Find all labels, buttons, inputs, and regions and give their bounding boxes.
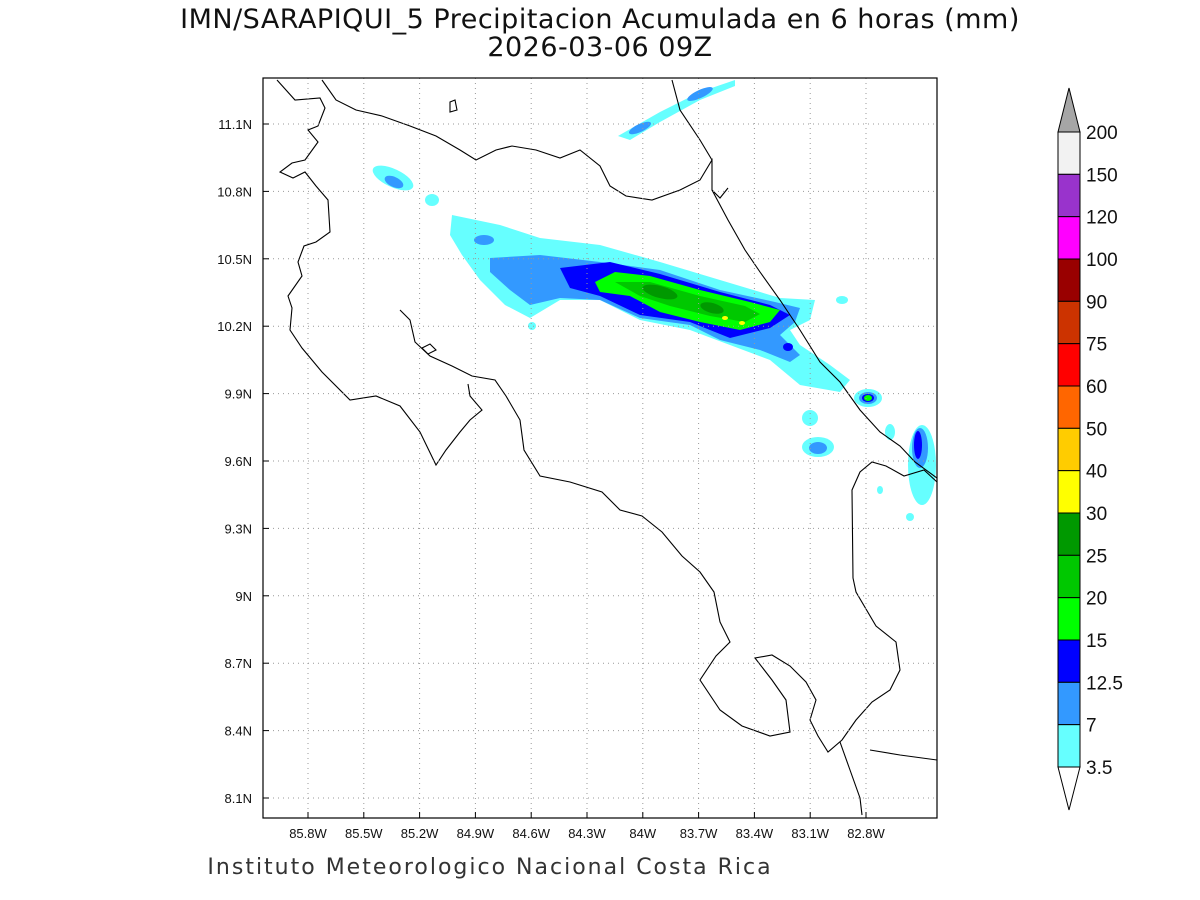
colorbar-label: 75 — [1086, 335, 1107, 356]
lon-tick-label: 83.1W — [791, 826, 829, 841]
colorbar-swatch — [1057, 300, 1081, 345]
colorbar-label: 40 — [1086, 462, 1107, 483]
colorbar-label: 90 — [1086, 292, 1107, 313]
colorbar-label: 200 — [1086, 123, 1118, 144]
colorbar-swatch — [1057, 131, 1081, 175]
precip-field — [276, 79, 937, 816]
colorbar-label: 50 — [1086, 419, 1107, 440]
lon-tick-label: 85.8W — [289, 826, 327, 841]
chart-subtitle: 2026-03-06 09Z — [487, 32, 713, 63]
lon-tick-label: 83.7W — [680, 826, 718, 841]
footer-credit: Instituto Meteorologico Nacional Costa R… — [207, 855, 773, 880]
lat-tick-label: 9.6N — [225, 454, 252, 469]
colorbar-under-triangle — [1057, 766, 1081, 811]
colorbar-label: 3.5 — [1086, 758, 1112, 779]
chart-title: IMN/SARAPIQUI_5 Precipitacion Acumulada … — [180, 4, 1020, 35]
colorbar-over-triangle — [1057, 87, 1081, 133]
colorbar-swatch — [1057, 597, 1081, 641]
lat-tick-label: 9.3N — [225, 521, 252, 536]
colorbar: 200 150 120 100 90 75 60 50 40 30 25 20 15 12.5 7 3.5 — [1057, 87, 1123, 811]
lat-tick-label: 8.4N — [225, 724, 252, 739]
colorbar-swatch — [1057, 258, 1081, 302]
colorbar-label: 60 — [1086, 377, 1107, 398]
colorbar-swatch — [1057, 554, 1081, 599]
colorbar-label: 7 — [1086, 716, 1097, 737]
colorbar-label: 100 — [1086, 250, 1118, 271]
lat-tick-label: 11.1N — [218, 117, 252, 132]
lon-tick-label: 85.5W — [345, 826, 383, 841]
lat-tick-label: 10.5N — [217, 252, 252, 267]
lat-tick-label: 8.1N — [225, 791, 252, 806]
colorbar-swatch — [1057, 639, 1081, 683]
colorbar-swatch — [1057, 512, 1081, 556]
lat-axis: 11.1N 10.8N 10.5N 10.2N 9.9N 9.6N 9.3N 9N 8.7N 8.… — [217, 117, 269, 806]
colorbar-label: 12.5 — [1086, 673, 1123, 694]
lon-tick-label: 84.6W — [512, 826, 550, 841]
lat-tick-label: 9.9N — [225, 387, 252, 402]
colorbar-label: 20 — [1086, 589, 1107, 610]
colorbar-swatch — [1057, 681, 1081, 726]
colorbar-label: 25 — [1086, 546, 1107, 567]
colorbar-swatch — [1057, 343, 1081, 387]
lon-tick-label: 83.4W — [736, 826, 774, 841]
precip-30 — [722, 316, 745, 325]
colorbar-label: 120 — [1086, 208, 1118, 229]
lon-tick-label: 82.8W — [847, 826, 885, 841]
colorbar-swatch — [1057, 216, 1081, 260]
colorbar-swatch — [1057, 385, 1081, 429]
colorbar-label: 30 — [1086, 504, 1107, 525]
colorbar-swatch — [1057, 724, 1081, 768]
colorbar-swatch — [1057, 470, 1081, 514]
lon-tick-label: 84.9W — [457, 826, 495, 841]
coastlines — [276, 79, 937, 816]
colorbar-label: 150 — [1086, 165, 1118, 186]
lat-tick-label: 10.2N — [217, 319, 252, 334]
map-frame — [262, 77, 938, 819]
lat-tick-label: 10.8N — [217, 184, 252, 199]
gridlines — [263, 78, 937, 818]
precip-25 — [642, 284, 724, 314]
colorbar-swatch — [1057, 173, 1081, 218]
lon-axis: 85.8W 85.5W 85.2W 84.9W 84.6W 84.3W 84W 83.7W 83… — [289, 812, 886, 841]
lon-tick-label: 84W — [629, 826, 656, 841]
lon-tick-label: 84.3W — [568, 826, 606, 841]
colorbar-label: 15 — [1086, 631, 1107, 652]
lon-tick-label: 85.2W — [401, 826, 439, 841]
colorbar-swatch — [1057, 427, 1081, 472]
lat-tick-label: 9N — [235, 589, 252, 604]
lat-tick-label: 8.7N — [225, 656, 252, 671]
